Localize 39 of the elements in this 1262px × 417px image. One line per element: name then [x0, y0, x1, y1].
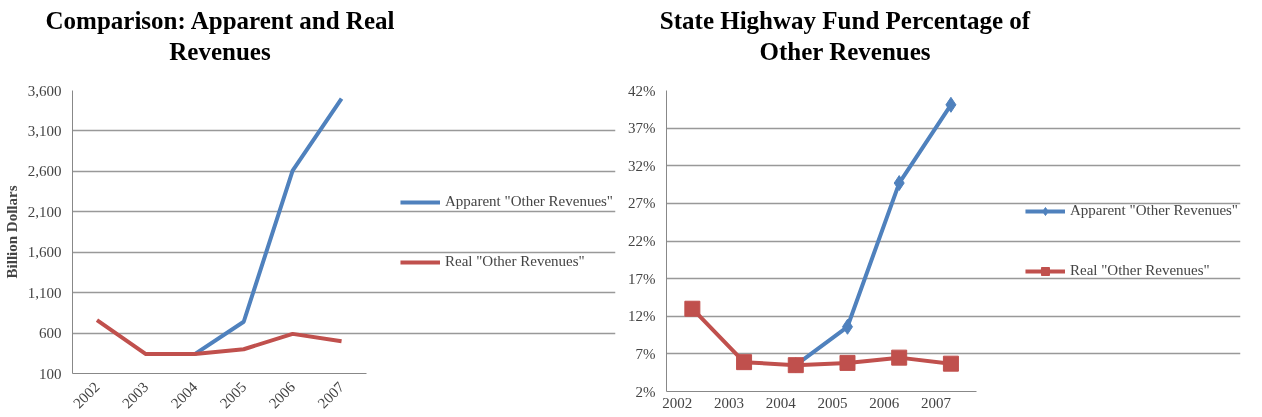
y-tick-label: 2% [635, 383, 656, 400]
legend-label: Apparent "Other Revenues" [444, 193, 613, 210]
x-tick-label: 2007 [920, 394, 952, 411]
x-tick-label: 2003 [714, 394, 745, 411]
legend-label: Real "Other Revenues" [1069, 262, 1210, 279]
y-tick-label: 1,600 [27, 244, 62, 261]
point [942, 355, 959, 372]
y-tick-label: 32% [628, 157, 656, 174]
y-axis-title: Billion Dollars [3, 185, 20, 279]
y-tick-label: 3,600 [27, 82, 62, 99]
point [891, 349, 908, 366]
point [839, 354, 856, 371]
y-tick-label: 22% [628, 233, 656, 249]
point [893, 175, 905, 192]
point [945, 96, 957, 113]
y-tick-label: 2,600 [27, 163, 62, 180]
point [684, 300, 701, 317]
y-tick-label: 1,100 [27, 284, 62, 301]
chart-title: Comparison: Apparent and Real Revenues [44, 6, 396, 68]
y-tick-label: 27% [628, 195, 656, 212]
y-tick-label: 7% [635, 345, 656, 362]
x-tick-label: 2004 [765, 394, 797, 411]
point [736, 354, 753, 371]
legend-label: Apparent "Other Revenues" [1069, 202, 1238, 219]
y-tick-label: 42% [628, 82, 656, 99]
y-tick-label: 600 [39, 325, 62, 342]
line-series [94, 318, 344, 357]
x-tick-label: 2006 [869, 394, 900, 411]
y-tick-label: 3,100 [27, 122, 62, 139]
legend-label: Real "Other Revenues" [444, 253, 585, 270]
y-tick-label: 2,100 [27, 203, 62, 220]
y-tick-label: 12% [628, 308, 656, 325]
chart-title: State Highway Fund Percentage of Other Revenues [658, 6, 1032, 68]
x-tick-label: 2002 [662, 394, 693, 411]
x-tick-label: 2005 [817, 394, 848, 411]
y-tick-label: 37% [628, 120, 656, 137]
y-tick-label: 17% [628, 270, 656, 287]
point [841, 318, 853, 335]
y-tick-label: 100 [39, 365, 62, 382]
